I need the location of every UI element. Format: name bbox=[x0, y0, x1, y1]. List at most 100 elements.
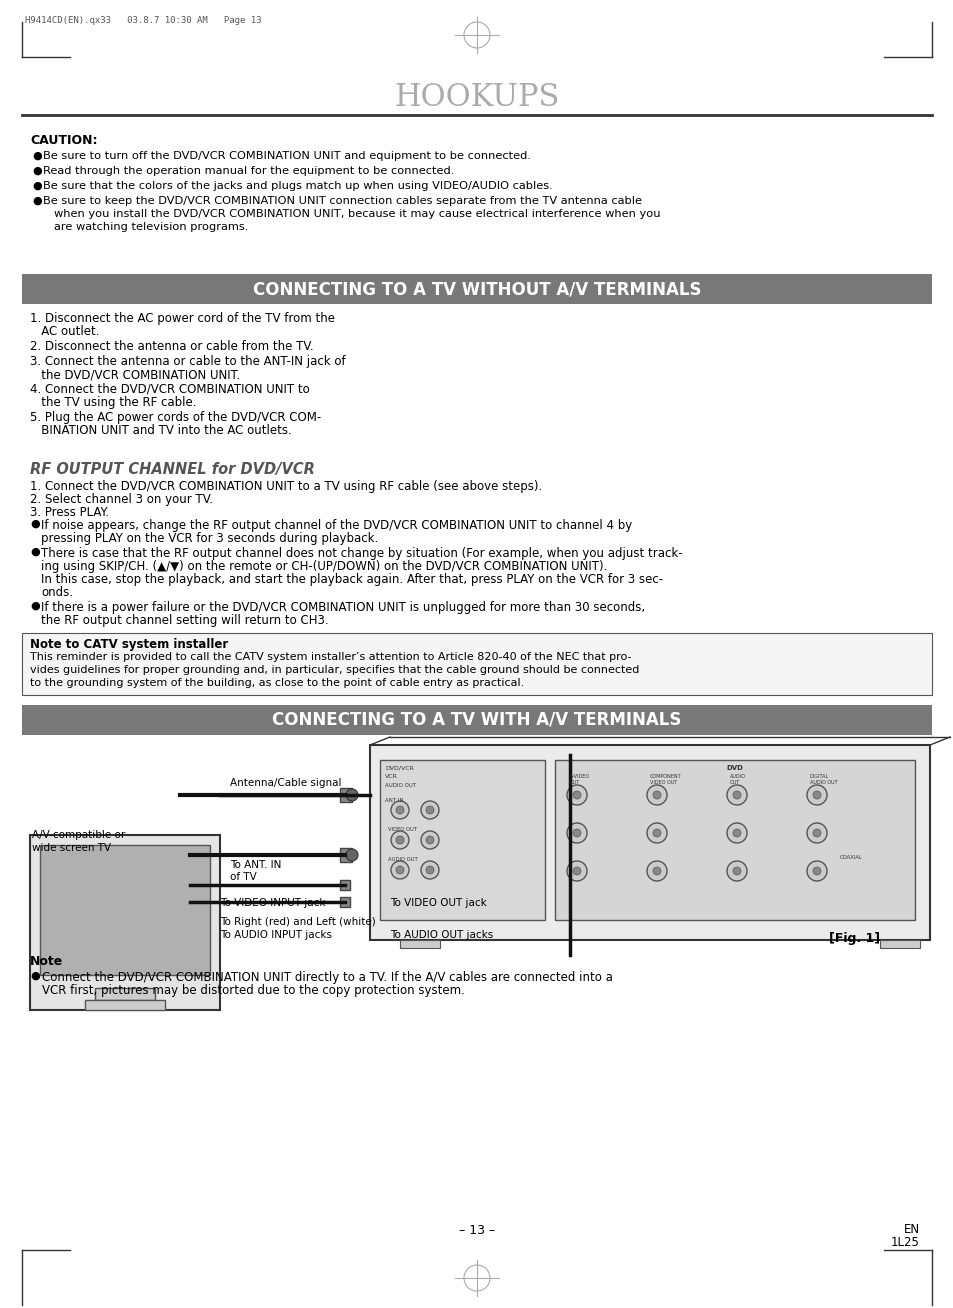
Text: ●: ● bbox=[30, 519, 40, 528]
Text: This reminder is provided to call the CATV system installer’s attention to Artic: This reminder is provided to call the CA… bbox=[30, 651, 631, 662]
Text: AUDIO OUT: AUDIO OUT bbox=[388, 857, 417, 862]
Bar bbox=[22, 633, 931, 695]
Bar bbox=[879, 940, 919, 948]
Circle shape bbox=[566, 861, 586, 882]
Circle shape bbox=[646, 861, 666, 882]
Text: AC outlet.: AC outlet. bbox=[30, 324, 99, 337]
Circle shape bbox=[573, 829, 580, 837]
Circle shape bbox=[391, 831, 409, 849]
Circle shape bbox=[566, 785, 586, 804]
Text: ●: ● bbox=[32, 166, 42, 177]
Circle shape bbox=[652, 829, 660, 837]
Text: ing using SKIP/CH. (▲/▼) on the remote or CH-(UP/DOWN) on the DVD/VCR COMBINATIO: ing using SKIP/CH. (▲/▼) on the remote o… bbox=[41, 560, 607, 573]
Text: S-VIDEO
OUT: S-VIDEO OUT bbox=[569, 774, 590, 785]
Text: Be sure to keep the DVD/VCR COMBINATION UNIT connection cables separate from the: Be sure to keep the DVD/VCR COMBINATION … bbox=[43, 196, 641, 205]
Circle shape bbox=[732, 867, 740, 875]
Text: 3. Press PLAY.: 3. Press PLAY. bbox=[30, 506, 109, 519]
Bar bbox=[339, 897, 350, 906]
Text: DIGITAL
AUDIO OUT: DIGITAL AUDIO OUT bbox=[809, 774, 837, 785]
Bar bbox=[22, 273, 931, 303]
Text: COAXIAL: COAXIAL bbox=[840, 855, 862, 859]
Circle shape bbox=[420, 831, 438, 849]
Text: DVD: DVD bbox=[726, 765, 742, 770]
Bar bbox=[339, 787, 352, 802]
Text: of TV: of TV bbox=[230, 872, 256, 882]
Circle shape bbox=[812, 867, 821, 875]
Bar bbox=[555, 760, 914, 920]
Text: To AUDIO INPUT jacks: To AUDIO INPUT jacks bbox=[220, 930, 332, 940]
Text: onds.: onds. bbox=[41, 586, 73, 599]
Text: CAUTION:: CAUTION: bbox=[30, 133, 97, 146]
Text: Be sure to turn off the DVD/VCR COMBINATION UNIT and equipment to be connected.: Be sure to turn off the DVD/VCR COMBINAT… bbox=[43, 150, 531, 161]
Circle shape bbox=[391, 861, 409, 879]
Text: ●: ● bbox=[30, 547, 40, 557]
Text: EN: EN bbox=[902, 1223, 919, 1236]
Text: RF OUTPUT CHANNEL for DVD/VCR: RF OUTPUT CHANNEL for DVD/VCR bbox=[30, 462, 314, 477]
Bar bbox=[339, 880, 350, 889]
Bar bbox=[370, 746, 929, 940]
Text: Antenna/Cable signal: Antenna/Cable signal bbox=[230, 778, 341, 787]
Circle shape bbox=[726, 785, 746, 804]
Text: the RF output channel setting will return to CH3.: the RF output channel setting will retur… bbox=[41, 613, 328, 627]
Text: To ANT. IN: To ANT. IN bbox=[230, 859, 281, 870]
Text: Read through the operation manual for the equipment to be connected.: Read through the operation manual for th… bbox=[43, 166, 454, 177]
Text: 1. Connect the DVD/VCR COMBINATION UNIT to a TV using RF cable (see above steps): 1. Connect the DVD/VCR COMBINATION UNIT … bbox=[30, 480, 541, 493]
Text: to the grounding system of the building, as close to the point of cable entry as: to the grounding system of the building,… bbox=[30, 678, 524, 688]
Circle shape bbox=[395, 866, 403, 874]
Circle shape bbox=[732, 829, 740, 837]
Text: If there is a power failure or the DVD/VCR COMBINATION UNIT is unplugged for mor: If there is a power failure or the DVD/V… bbox=[41, 600, 644, 613]
Text: In this case, stop the playback, and start the playback again. After that, press: In this case, stop the playback, and sta… bbox=[41, 573, 662, 586]
Bar bbox=[379, 760, 544, 920]
Bar bbox=[85, 1001, 165, 1010]
Circle shape bbox=[726, 823, 746, 842]
Text: Connect the DVD/VCR COMBINATION UNIT directly to a TV. If the A/V cables are con: Connect the DVD/VCR COMBINATION UNIT dir… bbox=[42, 971, 612, 984]
Text: Note: Note bbox=[30, 955, 63, 968]
Text: 3. Connect the antenna or cable to the ANT-IN jack of: 3. Connect the antenna or cable to the A… bbox=[30, 354, 345, 368]
Text: – 13 –: – 13 – bbox=[458, 1223, 495, 1236]
Text: A/V-compatible or: A/V-compatible or bbox=[32, 831, 125, 840]
Circle shape bbox=[652, 867, 660, 875]
Text: ANT IN: ANT IN bbox=[385, 798, 403, 803]
Text: the TV using the RF cable.: the TV using the RF cable. bbox=[30, 396, 196, 409]
Text: AUDIO OUT: AUDIO OUT bbox=[385, 783, 416, 787]
Text: 4. Connect the DVD/VCR COMBINATION UNIT to: 4. Connect the DVD/VCR COMBINATION UNIT … bbox=[30, 383, 310, 396]
Circle shape bbox=[566, 823, 586, 842]
Text: HOOKUPS: HOOKUPS bbox=[394, 82, 559, 114]
Circle shape bbox=[395, 836, 403, 844]
Circle shape bbox=[391, 800, 409, 819]
Circle shape bbox=[806, 823, 826, 842]
Text: VIDEO OUT: VIDEO OUT bbox=[388, 827, 416, 832]
Circle shape bbox=[573, 791, 580, 799]
Text: are watching television programs.: are watching television programs. bbox=[54, 222, 248, 232]
Bar bbox=[40, 845, 210, 974]
Text: To VIDEO INPUT jack: To VIDEO INPUT jack bbox=[220, 899, 325, 908]
Circle shape bbox=[346, 849, 357, 861]
Circle shape bbox=[726, 861, 746, 882]
Text: the DVD/VCR COMBINATION UNIT.: the DVD/VCR COMBINATION UNIT. bbox=[30, 368, 240, 381]
Text: ●: ● bbox=[32, 196, 42, 205]
Circle shape bbox=[812, 829, 821, 837]
Circle shape bbox=[346, 789, 357, 800]
Circle shape bbox=[652, 791, 660, 799]
Text: To AUDIO OUT jacks: To AUDIO OUT jacks bbox=[390, 930, 493, 940]
Text: ●: ● bbox=[32, 181, 42, 191]
Circle shape bbox=[812, 791, 821, 799]
Text: ●: ● bbox=[32, 150, 42, 161]
Text: 1. Disconnect the AC power cord of the TV from the: 1. Disconnect the AC power cord of the T… bbox=[30, 313, 335, 324]
Text: pressing PLAY on the VCR for 3 seconds during playback.: pressing PLAY on the VCR for 3 seconds d… bbox=[41, 532, 377, 545]
Circle shape bbox=[426, 806, 434, 814]
Circle shape bbox=[426, 836, 434, 844]
Text: 2. Disconnect the antenna or cable from the TV.: 2. Disconnect the antenna or cable from … bbox=[30, 340, 314, 353]
Text: VCR first, pictures may be distorted due to the copy protection system.: VCR first, pictures may be distorted due… bbox=[42, 984, 464, 997]
Text: Note to CATV system installer: Note to CATV system installer bbox=[30, 638, 228, 651]
Circle shape bbox=[806, 785, 826, 804]
Bar bbox=[339, 848, 352, 862]
Text: ●: ● bbox=[30, 600, 40, 611]
Text: vides guidelines for proper grounding and, in particular, specifies that the cab: vides guidelines for proper grounding an… bbox=[30, 664, 639, 675]
Text: H9414CD(EN).qx33   03.8.7 10:30 AM   Page 13: H9414CD(EN).qx33 03.8.7 10:30 AM Page 13 bbox=[25, 16, 261, 25]
Text: Be sure that the colors of the jacks and plugs match up when using VIDEO/AUDIO c: Be sure that the colors of the jacks and… bbox=[43, 181, 552, 191]
Text: CONNECTING TO A TV WITH A/V TERMINALS: CONNECTING TO A TV WITH A/V TERMINALS bbox=[272, 712, 681, 729]
Text: COMPONENT
VIDEO OUT: COMPONENT VIDEO OUT bbox=[649, 774, 680, 785]
Bar bbox=[30, 835, 220, 1010]
Text: 2. Select channel 3 on your TV.: 2. Select channel 3 on your TV. bbox=[30, 493, 213, 506]
